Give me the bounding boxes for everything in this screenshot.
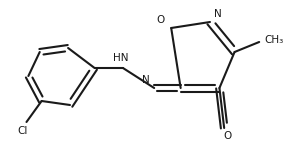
Text: Cl: Cl bbox=[18, 126, 28, 136]
Text: N: N bbox=[142, 75, 149, 85]
Text: CH₃: CH₃ bbox=[264, 35, 283, 45]
Text: HN: HN bbox=[113, 53, 129, 63]
Text: N: N bbox=[214, 9, 222, 19]
Text: O: O bbox=[156, 15, 165, 25]
Text: O: O bbox=[223, 131, 231, 141]
